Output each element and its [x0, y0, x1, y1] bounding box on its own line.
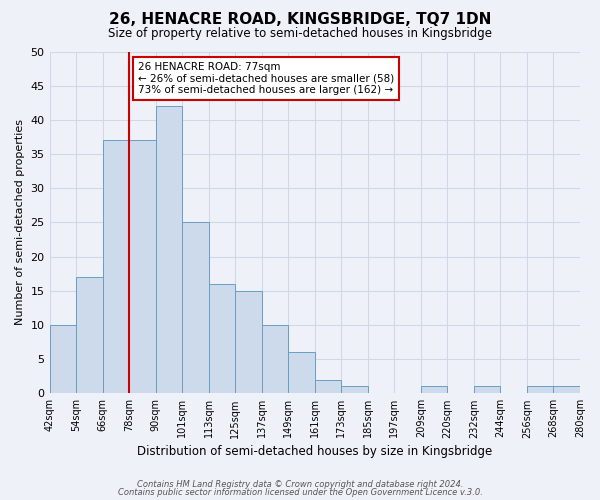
Bar	[76, 277, 103, 394]
Bar	[182, 222, 209, 394]
Bar	[155, 106, 182, 394]
Bar	[288, 352, 315, 394]
Bar	[103, 140, 129, 394]
Text: Contains HM Land Registry data © Crown copyright and database right 2024.: Contains HM Land Registry data © Crown c…	[137, 480, 463, 489]
Bar	[527, 386, 553, 394]
Text: Contains public sector information licensed under the Open Government Licence v.: Contains public sector information licen…	[118, 488, 482, 497]
Text: 26 HENACRE ROAD: 77sqm
← 26% of semi-detached houses are smaller (58)
73% of sem: 26 HENACRE ROAD: 77sqm ← 26% of semi-det…	[138, 62, 394, 95]
Bar	[235, 291, 262, 394]
X-axis label: Distribution of semi-detached houses by size in Kingsbridge: Distribution of semi-detached houses by …	[137, 444, 493, 458]
Bar	[553, 386, 580, 394]
Bar	[474, 386, 500, 394]
Bar	[315, 380, 341, 394]
Text: 26, HENACRE ROAD, KINGSBRIDGE, TQ7 1DN: 26, HENACRE ROAD, KINGSBRIDGE, TQ7 1DN	[109, 12, 491, 28]
Text: Size of property relative to semi-detached houses in Kingsbridge: Size of property relative to semi-detach…	[108, 28, 492, 40]
Bar	[262, 325, 288, 394]
Bar	[421, 386, 448, 394]
Bar	[341, 386, 368, 394]
Bar	[50, 325, 76, 394]
Y-axis label: Number of semi-detached properties: Number of semi-detached properties	[15, 120, 25, 326]
Bar	[129, 140, 155, 394]
Bar	[209, 284, 235, 394]
